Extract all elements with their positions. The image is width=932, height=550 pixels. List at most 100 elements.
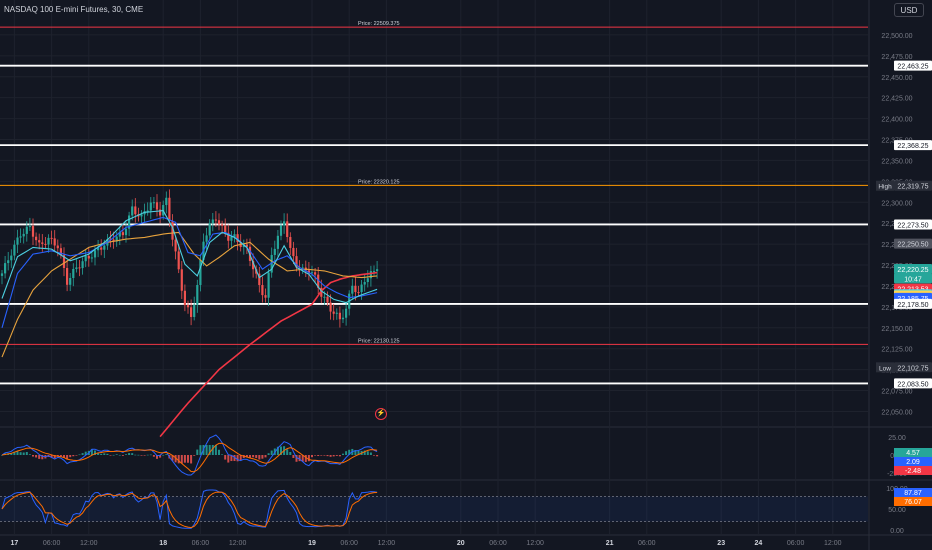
candle (279, 225, 283, 236)
candle (273, 248, 276, 255)
candle (193, 304, 196, 317)
price-badge (894, 180, 932, 191)
price-badge-label: 22,178.50 (897, 302, 928, 309)
macd-histogram-bar (233, 455, 236, 461)
macd-badge-label: -2.48 (905, 468, 921, 475)
macd-histogram-bar (295, 455, 298, 462)
candle (72, 268, 75, 278)
macd-histogram-bar (94, 450, 96, 455)
candle (59, 248, 62, 256)
macd-histogram-bar (118, 454, 121, 456)
macd-histogram-bar (317, 455, 320, 457)
candle (335, 312, 338, 314)
price-tag-label: Low (879, 365, 891, 372)
time-tick-label: 06:00 (43, 540, 61, 547)
candle (155, 202, 159, 210)
price-tick-label: 22,125.00 (881, 347, 912, 354)
candle (10, 255, 13, 261)
macd-histogram-bar (366, 451, 369, 455)
candle (41, 242, 44, 244)
stoch-tick-label: 0.00 (890, 528, 904, 535)
candle (13, 244, 16, 256)
macd-histogram-bar (171, 455, 174, 461)
macd-histogram-bar (78, 454, 81, 456)
lightning-icon[interactable]: ⚡ (375, 408, 387, 420)
candle (75, 267, 78, 269)
candle (252, 260, 255, 270)
price-tick-label: 22,400.00 (881, 117, 912, 124)
candle (295, 256, 298, 268)
macd-histogram-bar (224, 455, 227, 460)
time-tick-label: 06:00 (340, 540, 358, 547)
macd-histogram-bar (187, 455, 189, 463)
candle (19, 236, 22, 238)
macd-histogram-bar (152, 455, 155, 457)
macd-histogram-bar (376, 455, 379, 457)
macd-histogram-bar (264, 455, 267, 458)
candle (211, 219, 214, 224)
candle (165, 197, 168, 206)
macd-histogram-bar (236, 455, 239, 462)
macd-badge-label: 2.09 (906, 459, 920, 466)
candle (84, 256, 87, 262)
candle (78, 267, 81, 269)
moving-average-line (159, 271, 378, 438)
price-tick-label: 22,350.00 (881, 158, 912, 165)
macd-histogram-bar (221, 454, 224, 455)
macd-tick-label: 25.00 (888, 435, 906, 442)
macd-histogram-bar (323, 455, 326, 456)
candle (35, 236, 38, 241)
candle (97, 247, 100, 251)
macd-histogram-bar (53, 455, 56, 459)
candle (131, 206, 134, 216)
price-badge-label: 22,463.25 (897, 64, 928, 71)
candle (283, 221, 286, 226)
candle (301, 267, 304, 269)
candle (323, 296, 326, 298)
time-tick-label: 06:00 (489, 540, 507, 547)
candle (214, 219, 217, 221)
candle (0, 273, 4, 276)
candle (369, 271, 372, 279)
candle (329, 302, 332, 312)
macd-badge (894, 457, 932, 466)
macd-histogram-bar (211, 445, 214, 455)
macd-histogram-bar (32, 455, 34, 457)
candle (317, 274, 320, 288)
candle (186, 305, 190, 308)
macd-histogram-bar (140, 455, 143, 456)
price-badge (894, 378, 932, 389)
time-tick-label: 21 (606, 540, 614, 547)
price-badge-label: 22,083.50 (897, 381, 928, 388)
candle (376, 269, 379, 272)
candle (16, 237, 19, 245)
macd-histogram-bar (280, 446, 282, 455)
macd-histogram-bar (56, 455, 59, 457)
candle (38, 240, 41, 243)
stoch-k-line (1, 489, 378, 529)
time-tick-label: 18 (159, 540, 167, 547)
currency-button[interactable]: USD (894, 3, 924, 17)
macd-histogram-bar (143, 455, 146, 456)
macd-histogram-bar (190, 455, 193, 464)
candle (258, 273, 261, 286)
candle (230, 236, 233, 241)
macd-histogram-bar (227, 455, 230, 463)
candle (354, 285, 357, 293)
macd-line (1, 434, 378, 476)
candle (118, 232, 121, 237)
macd-histogram-bar (252, 455, 255, 458)
candle (289, 237, 292, 248)
macd-signal-line (1, 442, 378, 473)
candle (149, 202, 152, 211)
candle (134, 206, 137, 215)
macd-histogram-bar (338, 455, 341, 457)
macd-histogram-bar (69, 455, 72, 458)
price-badge (894, 298, 932, 309)
macd-histogram-bar (38, 455, 41, 459)
candle (190, 307, 193, 317)
candle (174, 239, 177, 252)
candle (363, 282, 366, 285)
